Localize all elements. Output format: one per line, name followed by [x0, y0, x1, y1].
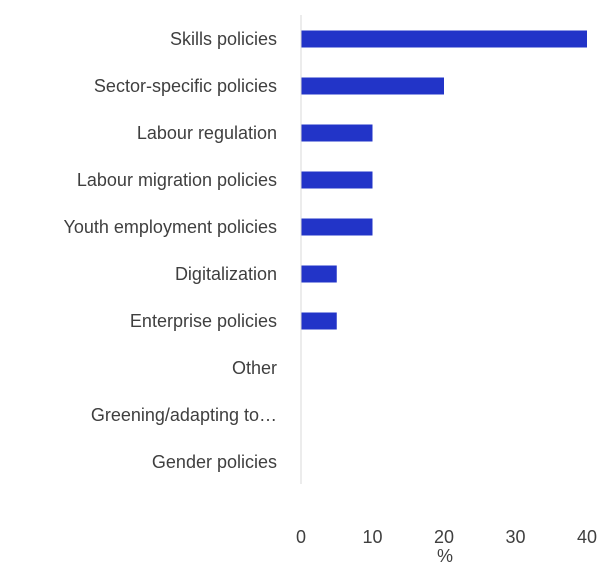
bar-labour-regulation — [301, 124, 373, 142]
category-label: Greening/adapting to… — [91, 405, 277, 425]
bar-labour-migration-policies — [301, 171, 373, 189]
x-tick-label: 20 — [434, 527, 454, 547]
bar-enterprise-policies — [301, 312, 337, 330]
category-label: Enterprise policies — [130, 311, 277, 331]
category-label: Labour regulation — [137, 123, 277, 143]
category-labels: Skills policies Sector-specific policies L… — [64, 29, 277, 472]
category-label: Labour migration policies — [77, 170, 277, 190]
category-label: Other — [232, 358, 277, 378]
category-label: Digitalization — [175, 264, 277, 284]
x-axis-title: % — [437, 546, 453, 566]
bar-digitalization — [301, 265, 337, 283]
x-tick-label: 30 — [505, 527, 525, 547]
x-tick-label: 0 — [296, 527, 306, 547]
category-label: Skills policies — [170, 29, 277, 49]
x-tick-label: 40 — [577, 527, 597, 547]
bars-layer — [301, 30, 587, 330]
x-tick-label: 10 — [362, 527, 382, 547]
bar-sector-specific-policies — [301, 77, 444, 95]
bar-skills-policies — [301, 30, 587, 48]
category-label: Gender policies — [152, 452, 277, 472]
category-label: Youth employment policies — [64, 217, 277, 237]
x-tick-labels: 0 10 20 30 40 — [296, 527, 597, 547]
bar-youth-employment-policies — [301, 218, 373, 236]
category-label: Sector-specific policies — [94, 76, 277, 96]
